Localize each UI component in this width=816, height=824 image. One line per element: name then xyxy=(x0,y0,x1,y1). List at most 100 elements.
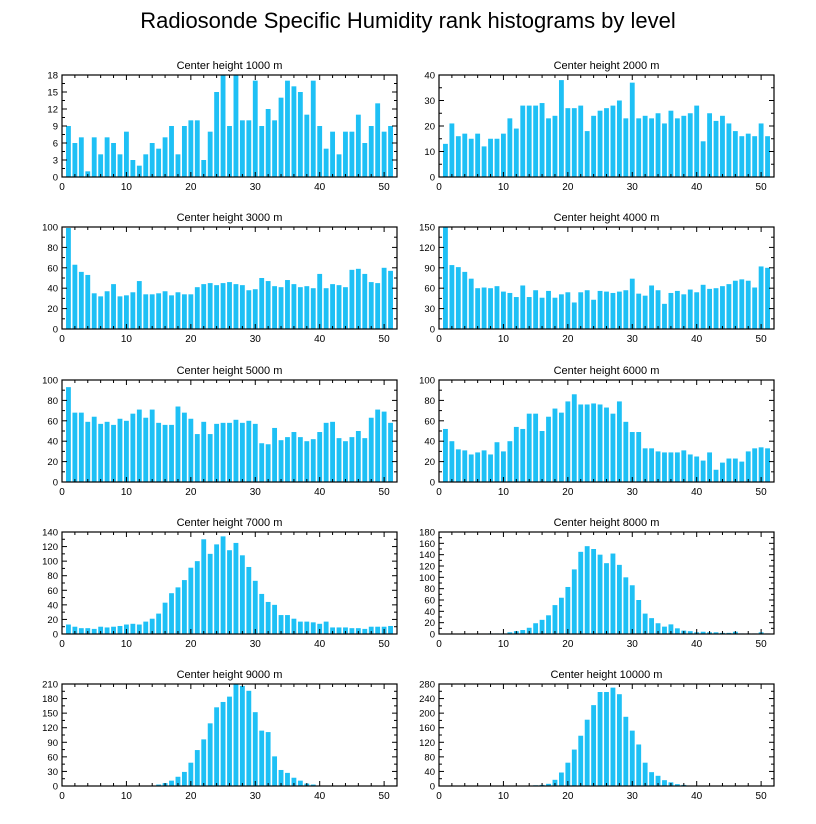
y-tick-label: 0 xyxy=(430,630,435,641)
x-tick-label: 50 xyxy=(756,791,768,802)
y-tick-label: 40 xyxy=(47,437,58,448)
y-tick-label: 40 xyxy=(424,607,435,618)
y-tick-label: 0 xyxy=(430,173,435,184)
histogram-bar xyxy=(278,615,284,634)
histogram-bar xyxy=(233,75,239,177)
histogram-bar xyxy=(745,280,751,329)
y-tick-label: 180 xyxy=(419,528,435,539)
y-tick-label: 240 xyxy=(419,694,435,705)
histogram-bar xyxy=(362,143,368,177)
histogram-bar xyxy=(66,624,71,634)
histogram-bar xyxy=(604,692,609,786)
histogram-bar xyxy=(694,456,700,482)
y-tick-label: 150 xyxy=(419,223,435,234)
histogram-bar xyxy=(388,126,393,177)
x-tick-label: 10 xyxy=(121,639,133,650)
y-tick-label: 90 xyxy=(424,263,435,274)
histogram-bar xyxy=(765,267,770,329)
histogram-bar xyxy=(578,735,584,786)
histogram-bar xyxy=(616,564,622,634)
histogram-bar xyxy=(558,597,564,634)
histogram-bar xyxy=(443,143,448,177)
x-tick-label: 10 xyxy=(498,639,510,650)
x-tick-label: 30 xyxy=(250,182,262,193)
x-tick-label: 50 xyxy=(379,334,391,345)
histogram-bar xyxy=(713,469,719,482)
histogram-bar xyxy=(304,441,310,482)
x-tick-label: 0 xyxy=(59,791,65,802)
y-tick-label: 0 xyxy=(53,325,58,336)
histogram-bar xyxy=(98,423,104,482)
histogram-bar xyxy=(272,286,278,329)
chart-panel: Center height 10000 m 0 10 20 30 40 50 0 40 80 120… xyxy=(419,669,775,802)
histogram-bar xyxy=(330,627,335,634)
histogram-bar xyxy=(181,771,187,786)
histogram-bar xyxy=(584,131,590,177)
y-tick-label: 20 xyxy=(47,304,58,315)
histogram-bar xyxy=(98,626,104,634)
histogram-bar xyxy=(214,707,220,786)
histogram-bar xyxy=(278,769,284,786)
histogram-bar xyxy=(259,278,265,329)
histogram-bar xyxy=(616,100,622,177)
histogram-bar xyxy=(194,434,200,482)
y-tick-label: 9 xyxy=(53,122,58,133)
histogram-bar xyxy=(494,138,500,177)
x-tick-label: 10 xyxy=(498,791,510,802)
panel-title: Center height 1000 m xyxy=(177,60,283,72)
histogram-bar xyxy=(278,287,284,329)
histogram-bar xyxy=(207,131,213,177)
histogram-bar xyxy=(349,437,355,482)
histogram-bar xyxy=(720,115,725,177)
histogram-bar xyxy=(674,452,680,482)
histogram-bar xyxy=(201,739,207,786)
histogram-bar xyxy=(687,631,693,634)
y-tick-label: 0 xyxy=(430,782,435,793)
histogram-bar xyxy=(246,420,252,482)
histogram-bar xyxy=(642,295,648,329)
histogram-bar xyxy=(591,403,597,482)
histogram-bar xyxy=(558,412,564,482)
histogram-bar xyxy=(513,128,519,177)
y-tick-label: 12 xyxy=(47,105,58,116)
y-tick-label: 100 xyxy=(419,573,435,584)
histogram-bar xyxy=(726,123,732,177)
histogram-bar xyxy=(272,427,278,482)
histogram-bar xyxy=(597,290,603,329)
histogram-bar xyxy=(265,444,271,482)
y-tick-label: 120 xyxy=(42,723,58,734)
histogram-bar xyxy=(66,228,71,329)
panel-title: Center height 2000 m xyxy=(554,60,660,72)
histogram-bar xyxy=(297,780,303,786)
histogram-bar xyxy=(124,295,129,329)
histogram-bar xyxy=(156,613,162,634)
x-tick-label: 0 xyxy=(436,639,442,650)
histogram-bar xyxy=(752,136,758,177)
histogram-bar xyxy=(136,281,142,329)
x-tick-label: 50 xyxy=(756,182,768,193)
histogram-bar xyxy=(149,409,155,482)
histogram-bar xyxy=(291,284,297,329)
histogram-bar xyxy=(104,421,110,482)
histogram-bar xyxy=(78,137,84,177)
y-tick-label: 80 xyxy=(424,584,435,595)
histogram-bar xyxy=(72,412,78,482)
x-tick-label: 30 xyxy=(627,639,639,650)
histogram-bar xyxy=(700,631,706,634)
y-tick-label: 30 xyxy=(424,304,435,315)
histogram-bar xyxy=(571,394,577,482)
histogram-bar xyxy=(175,154,181,177)
histogram-bar xyxy=(259,126,265,177)
histogram-bar xyxy=(720,286,725,329)
histogram-bar xyxy=(649,118,655,177)
histogram-bar xyxy=(732,131,738,177)
histogram-bar xyxy=(194,287,200,329)
histogram-bar xyxy=(227,126,232,177)
histogram-bar xyxy=(636,744,642,786)
histogram-bar xyxy=(636,600,642,634)
chart-panel: Center height 1000 m 0 10 20 30 40 50 0 3 6 9 12 15 1… xyxy=(47,60,398,193)
x-tick-label: 40 xyxy=(314,639,326,650)
histogram-bar xyxy=(443,227,448,329)
histogram-bar xyxy=(533,413,539,482)
histogram-bar xyxy=(233,684,239,786)
